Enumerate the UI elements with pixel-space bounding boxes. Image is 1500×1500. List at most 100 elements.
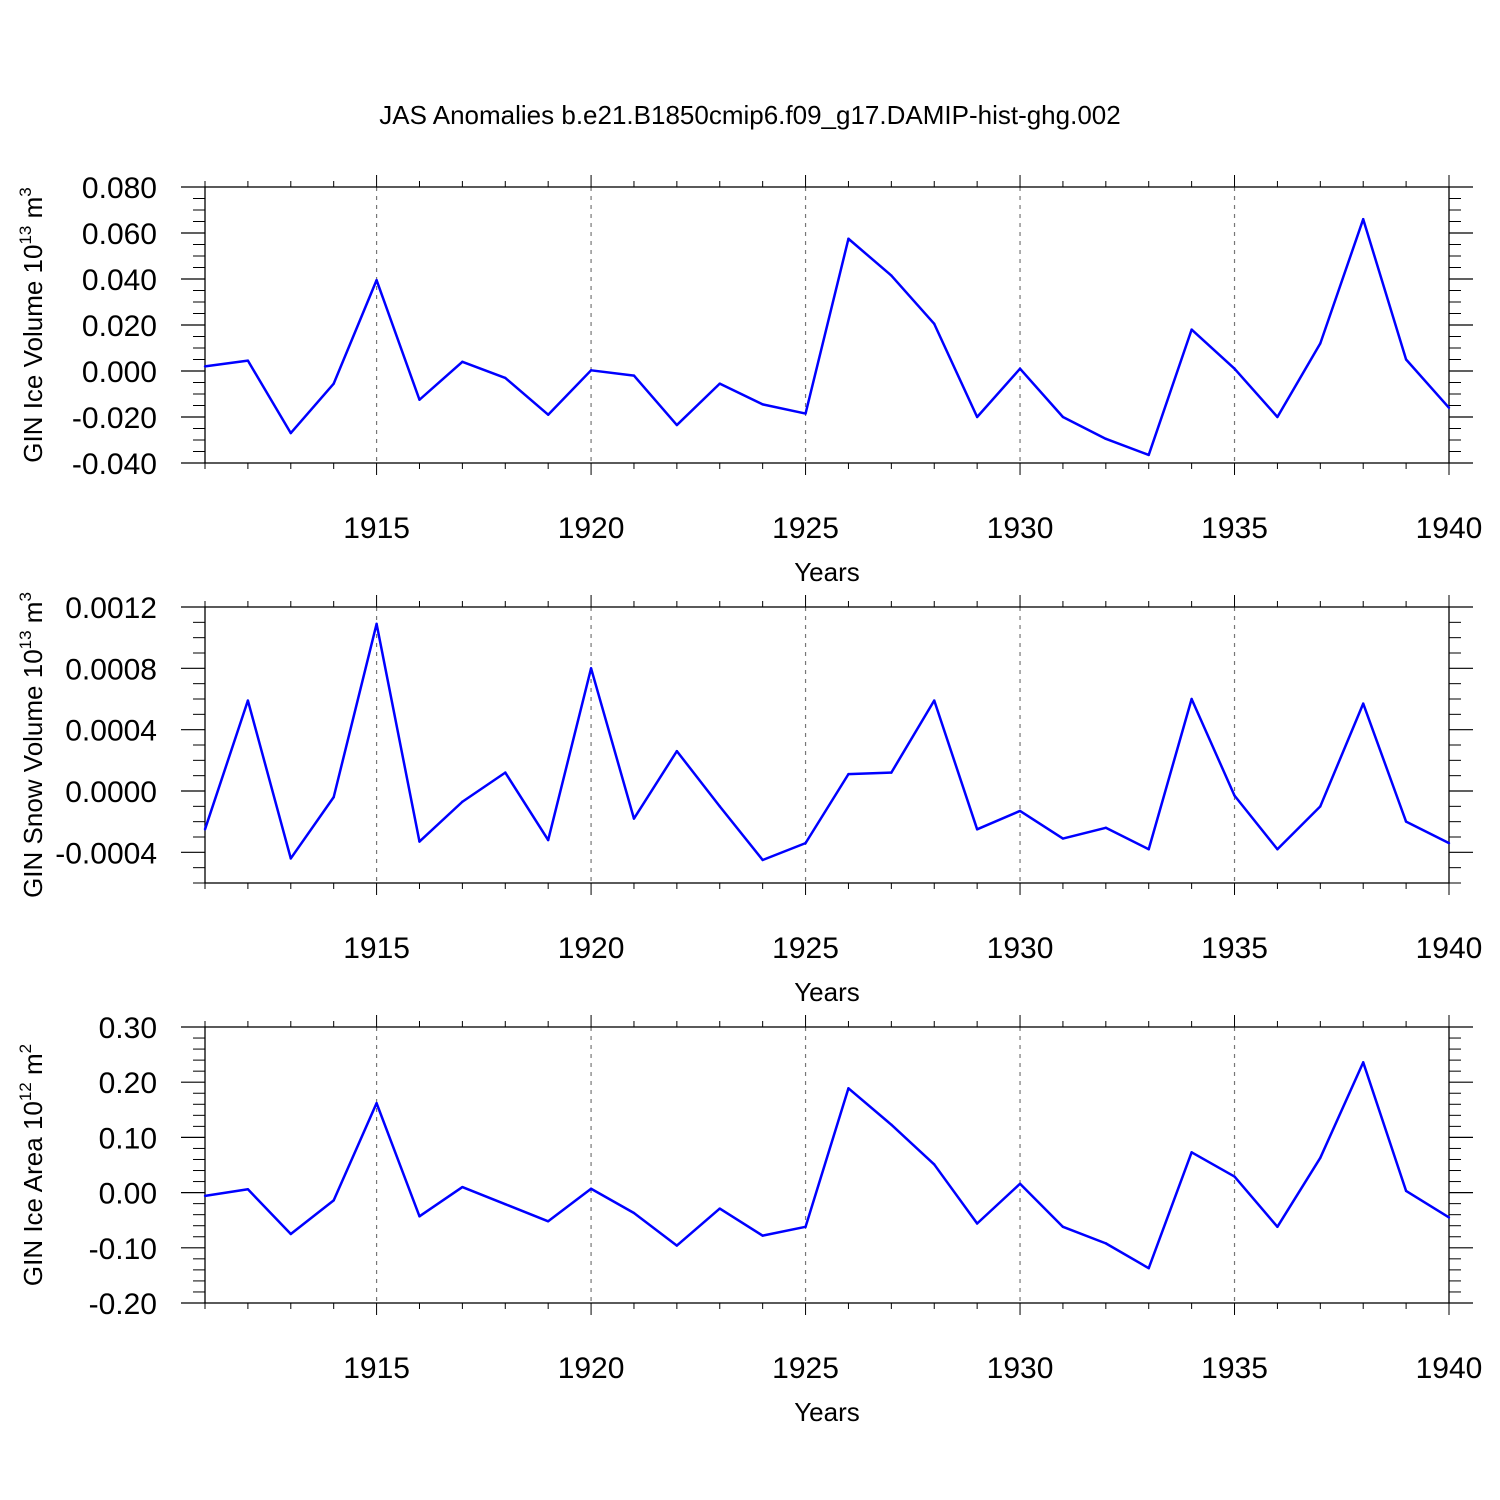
- data-point: [589, 1187, 593, 1190]
- data-point: [332, 382, 335, 385]
- y-axis-label-unit: m: [18, 1053, 48, 1082]
- x-tick-label: 1920: [558, 1352, 625, 1385]
- data-point: [289, 431, 292, 435]
- data-point: [804, 841, 807, 845]
- x-tick-label: 1915: [343, 1352, 410, 1385]
- data-point: [203, 828, 207, 831]
- x-axis-label: Years: [794, 1397, 860, 1427]
- data-point: [718, 1207, 721, 1210]
- chart-panel-3: -0.20 -0.10 0.00 0.10 0.20 0.30 1915 1920 1925 19…: [16, 1012, 1482, 1427]
- data-point: [933, 322, 936, 326]
- data-point: [246, 1188, 250, 1191]
- data-point: [847, 1087, 850, 1090]
- data-point: [1104, 1242, 1108, 1245]
- data-point: [675, 423, 679, 427]
- y-tick-label: 0.080: [82, 172, 157, 205]
- chart-panel-2: -0.0004 0.0000 0.0004 0.0008 0.0012 1915 1920 1…: [16, 592, 1482, 1007]
- data-point: [1319, 1156, 1322, 1160]
- y-axis-label-unit-exponent: 2: [16, 1044, 35, 1053]
- data-point: [1190, 1151, 1193, 1154]
- data-point: [1061, 1225, 1065, 1229]
- y-tick-label: 0.0012: [65, 592, 157, 625]
- series-line: [204, 1061, 1450, 1270]
- data-point: [203, 365, 207, 368]
- y-tick-label: 0.000: [82, 356, 157, 389]
- data-point: [975, 1222, 979, 1225]
- y-axis-label-main: GIN Ice Volume 10: [18, 245, 48, 463]
- plot-frame: [204, 1026, 1450, 1304]
- data-point: [1233, 1175, 1236, 1178]
- y-axis-label: GIN Ice Area 1012 m2: [16, 1044, 48, 1286]
- data-point: [890, 274, 893, 277]
- y-tick-label: 0.040: [82, 264, 157, 297]
- data-point: [1061, 837, 1065, 840]
- y-axis-label-unit: m: [18, 602, 48, 631]
- y-tick-label: -0.0004: [55, 837, 157, 870]
- x-tick-label: 1935: [1201, 932, 1268, 965]
- data-point: [1404, 820, 1408, 823]
- data-point: [1104, 437, 1108, 441]
- x-tick-label: 1940: [1416, 1352, 1483, 1385]
- data-point: [289, 1232, 292, 1236]
- data-point: [375, 622, 378, 626]
- data-point: [1061, 415, 1065, 419]
- data-point: [1190, 328, 1193, 331]
- data-point: [804, 412, 807, 415]
- y-axis-label-unit-exponent: 3: [16, 187, 35, 196]
- data-point: [1404, 1189, 1408, 1193]
- data-point: [975, 415, 979, 419]
- data-point: [332, 795, 335, 799]
- data-point: [1147, 453, 1150, 457]
- x-tick-label: 1915: [343, 512, 410, 545]
- data-point: [675, 749, 679, 753]
- figure-title: JAS Anomalies b.e21.B1850cmip6.f09_g17.D…: [379, 100, 1120, 130]
- y-tick-label: 0.10: [99, 1122, 157, 1155]
- data-point: [1018, 367, 1022, 370]
- y-axis-label-exponent: 12: [16, 1082, 35, 1101]
- y-axis-label-main: GIN Snow Volume 10: [18, 649, 48, 898]
- x-axis-label: Years: [794, 977, 860, 1007]
- data-point: [504, 771, 507, 774]
- data-point: [589, 369, 593, 372]
- data-point: [546, 1220, 550, 1223]
- data-point: [933, 699, 936, 702]
- data-point: [246, 359, 250, 362]
- data-point: [1362, 702, 1365, 705]
- data-point: [461, 360, 464, 363]
- data-point: [632, 1211, 636, 1215]
- data-point: [203, 1194, 207, 1198]
- data-point: [418, 398, 421, 401]
- data-point: [632, 374, 636, 377]
- y-axis-label: GIN Snow Volume 1013 m3: [16, 592, 48, 898]
- data-point: [418, 1215, 421, 1218]
- x-tick-label: 1925: [772, 1352, 839, 1385]
- x-tick-label: 1920: [558, 932, 625, 965]
- data-point: [890, 1123, 893, 1126]
- y-axis-label: GIN Ice Volume 1013 m3: [16, 187, 48, 463]
- data-point: [1233, 367, 1236, 370]
- data-point: [546, 838, 550, 842]
- data-point: [246, 699, 250, 702]
- data-point: [718, 382, 721, 385]
- data-point: [1276, 1225, 1279, 1229]
- data-point: [546, 413, 550, 416]
- y-tick-label: 0.00: [99, 1178, 157, 1211]
- series-line: [203, 622, 1450, 862]
- data-point: [890, 771, 893, 774]
- data-point: [1018, 1182, 1022, 1185]
- x-tick-label: 1920: [558, 512, 625, 545]
- data-point: [461, 800, 464, 803]
- y-tick-label: 0.20: [99, 1067, 157, 1100]
- data-point: [1147, 1267, 1150, 1270]
- x-tick-label: 1925: [772, 932, 839, 965]
- y-tick-label: -0.040: [72, 448, 157, 481]
- x-axis-label: Years: [794, 557, 860, 587]
- y-tick-label: -0.020: [72, 402, 157, 435]
- y-tick-label: 0.0004: [65, 715, 157, 748]
- plot-frame: [204, 186, 1450, 464]
- data-point: [332, 1199, 335, 1202]
- y-tick-label: 0.30: [99, 1012, 157, 1045]
- x-tick-label: 1930: [987, 1352, 1054, 1385]
- data-point: [1319, 805, 1322, 808]
